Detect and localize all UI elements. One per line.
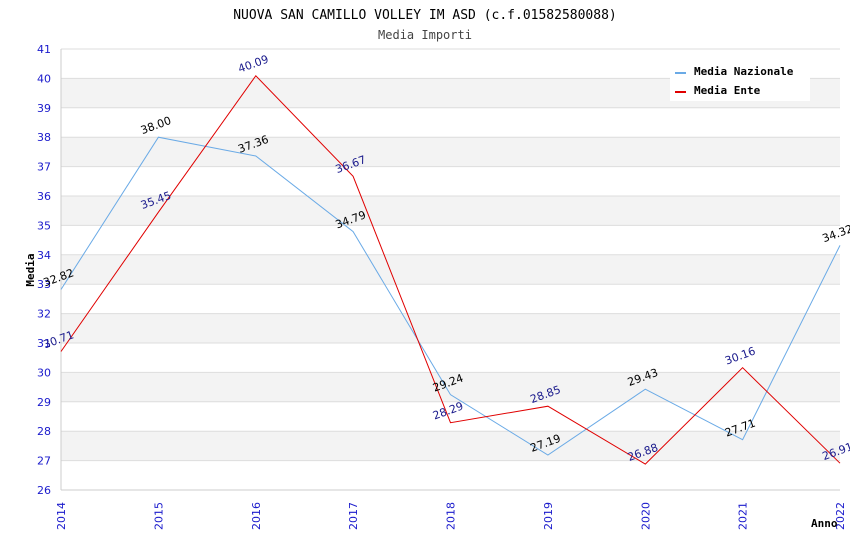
y-tick-35: 35 (37, 219, 51, 232)
x-tick-2018: 2018 (445, 502, 458, 530)
y-tick-40: 40 (37, 72, 51, 85)
x-tick-2017: 2017 (347, 502, 360, 530)
y-tick-30: 30 (37, 366, 51, 379)
y-tick-32: 32 (37, 308, 51, 321)
x-tick-2019: 2019 (542, 502, 555, 530)
y-tick-37: 37 (37, 161, 51, 174)
x-tick-2015: 2015 (152, 502, 165, 530)
band-31 (61, 313, 840, 343)
x-tick-2014: 2014 (55, 502, 68, 530)
band-27 (61, 431, 840, 461)
y-tick-27: 27 (37, 455, 51, 468)
x-tick-2016: 2016 (250, 502, 263, 530)
band-28 (61, 401, 840, 432)
background-bands (61, 49, 840, 490)
y-tick-26: 26 (37, 484, 51, 497)
band-38 (61, 107, 840, 138)
y-tick-31: 31 (37, 337, 51, 350)
x-tick-2022: 2022 (834, 502, 847, 530)
x-axis-label: Anno (811, 517, 838, 530)
legend: Media Nazionale Media Ente (670, 61, 810, 101)
y-tick-41: 41 (37, 43, 51, 56)
y-tick-29: 29 (37, 396, 51, 409)
series-line-media-nazionale (60, 136, 841, 456)
series-line-media-ente (60, 75, 841, 465)
band-35 (61, 196, 840, 226)
legend-label-media-nazionale: Media Nazionale (694, 65, 794, 78)
chart-title: NUOVA SAN CAMILLO VOLLEY IM ASD (c.f.015… (233, 8, 617, 23)
y-tick-38: 38 (37, 131, 51, 144)
y-tick-34: 34 (37, 249, 51, 262)
y-tick-28: 28 (37, 425, 51, 438)
chart-subtitle: Media Importi (378, 28, 472, 42)
band-30 (61, 343, 840, 373)
y-tick-33: 33 (37, 278, 51, 291)
band-36 (61, 166, 840, 196)
band-32 (61, 284, 840, 314)
band-37 (61, 137, 840, 167)
axes (60, 49, 840, 491)
y-tick-39: 39 (37, 102, 51, 115)
band-29 (61, 372, 840, 402)
y-axis-label: Media (24, 253, 37, 286)
y-tick-labels: 26 27 28 29 30 31 32 33 34 35 36 37 38 39 40 41 (37, 43, 51, 497)
legend-box (670, 61, 810, 101)
x-tick-labels: 2014 2015 2016 2017 2018 2019 2020 2021 2022 (55, 502, 847, 530)
band-34 (61, 225, 840, 255)
legend-label-media-ente: Media Ente (694, 84, 761, 97)
band-33 (61, 254, 840, 285)
x-tick-2020: 2020 (639, 502, 652, 530)
y-tick-36: 36 (37, 190, 51, 203)
series-lines (60, 75, 841, 465)
x-tick-2021: 2021 (737, 502, 750, 530)
band-26 (61, 460, 840, 490)
